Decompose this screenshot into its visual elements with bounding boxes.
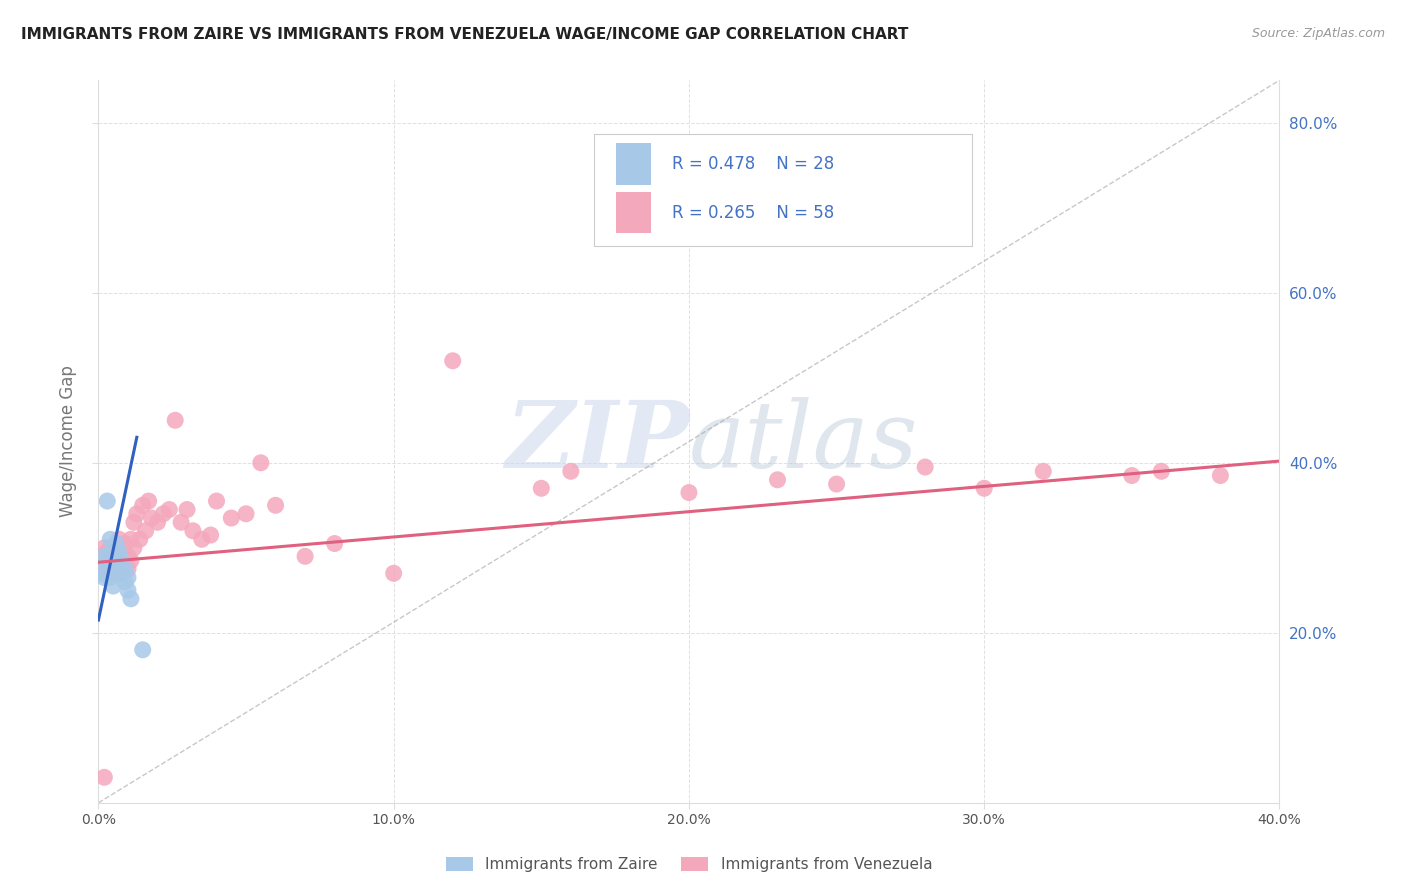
Point (914, 460, 936, 475)
Point (117, 570, 139, 584)
Point (108, 533, 131, 547)
Y-axis label: Wage/Income Gap: Wage/Income Gap (59, 366, 77, 517)
Point (111, 553, 134, 567)
Legend: Immigrants from Zaire, Immigrants from Venezuela: Immigrants from Zaire, Immigrants from V… (440, 850, 938, 879)
Point (441, 353, 464, 368)
Bar (616, 192, 651, 234)
Point (560, 464, 582, 478)
Point (122, 516, 145, 530)
Point (98, 549, 121, 564)
Point (205, 494, 228, 508)
Point (96, 494, 118, 508)
Point (111, 545, 134, 559)
Point (132, 642, 155, 657)
Point (98, 558, 121, 572)
Point (105, 549, 128, 564)
Point (103, 545, 125, 559)
Point (200, 528, 222, 542)
Point (114, 562, 136, 576)
Point (157, 502, 180, 516)
Point (294, 549, 316, 564)
Point (191, 533, 214, 547)
Point (114, 536, 136, 550)
FancyBboxPatch shape (595, 135, 973, 246)
Point (382, 566, 405, 581)
Point (114, 574, 136, 589)
Point (825, 477, 848, 491)
Point (96, 558, 118, 572)
Point (93, 541, 115, 555)
Point (98, 533, 121, 547)
Point (1121, 468, 1143, 483)
Point (103, 562, 125, 576)
Point (103, 566, 125, 581)
Point (103, 549, 125, 564)
Point (105, 562, 128, 576)
Point (98, 541, 121, 555)
Point (146, 516, 169, 530)
Point (323, 536, 346, 550)
Point (120, 591, 142, 606)
Point (117, 549, 139, 564)
Point (111, 566, 134, 581)
Point (90, 549, 112, 564)
Point (138, 494, 160, 508)
Point (108, 558, 131, 572)
Text: ZIP: ZIP (505, 397, 689, 486)
Point (93, 770, 115, 784)
Point (221, 511, 243, 525)
Point (111, 566, 134, 581)
Point (1209, 468, 1232, 483)
Point (135, 524, 157, 538)
Point (128, 533, 150, 547)
Point (96, 545, 118, 559)
Text: Source: ZipAtlas.com: Source: ZipAtlas.com (1251, 27, 1385, 40)
Point (120, 533, 142, 547)
Point (181, 524, 204, 538)
Point (90, 566, 112, 581)
Point (108, 545, 131, 559)
Point (250, 456, 273, 470)
Text: IMMIGRANTS FROM ZAIRE VS IMMIGRANTS FROM VENEZUELA WAGE/INCOME GAP CORRELATION C: IMMIGRANTS FROM ZAIRE VS IMMIGRANTS FROM… (21, 27, 908, 42)
Point (125, 507, 148, 521)
Point (678, 485, 700, 500)
Point (108, 553, 131, 567)
Text: R = 0.265    N = 58: R = 0.265 N = 58 (672, 203, 835, 221)
Point (141, 511, 163, 525)
Point (170, 516, 193, 530)
Point (103, 579, 125, 593)
Point (96, 566, 118, 581)
Point (120, 553, 142, 567)
Bar (616, 143, 651, 185)
Point (117, 562, 139, 576)
Point (1150, 464, 1173, 478)
Point (132, 498, 155, 512)
Point (98, 553, 121, 567)
Point (766, 473, 789, 487)
Text: atlas: atlas (689, 397, 918, 486)
Point (93, 549, 115, 564)
Point (105, 536, 128, 550)
Point (105, 562, 128, 576)
Point (1032, 464, 1054, 478)
Point (103, 553, 125, 567)
Point (973, 481, 995, 495)
Point (93, 570, 115, 584)
Point (117, 583, 139, 598)
Point (152, 507, 174, 521)
Point (93, 562, 115, 576)
Point (165, 413, 187, 427)
Point (105, 541, 128, 555)
Point (235, 507, 257, 521)
Point (96, 558, 118, 572)
Point (264, 498, 287, 512)
Point (98, 570, 121, 584)
Point (96, 549, 118, 564)
Point (530, 481, 553, 495)
Point (122, 541, 145, 555)
Text: R = 0.478    N = 28: R = 0.478 N = 28 (672, 155, 835, 173)
Point (176, 502, 198, 516)
